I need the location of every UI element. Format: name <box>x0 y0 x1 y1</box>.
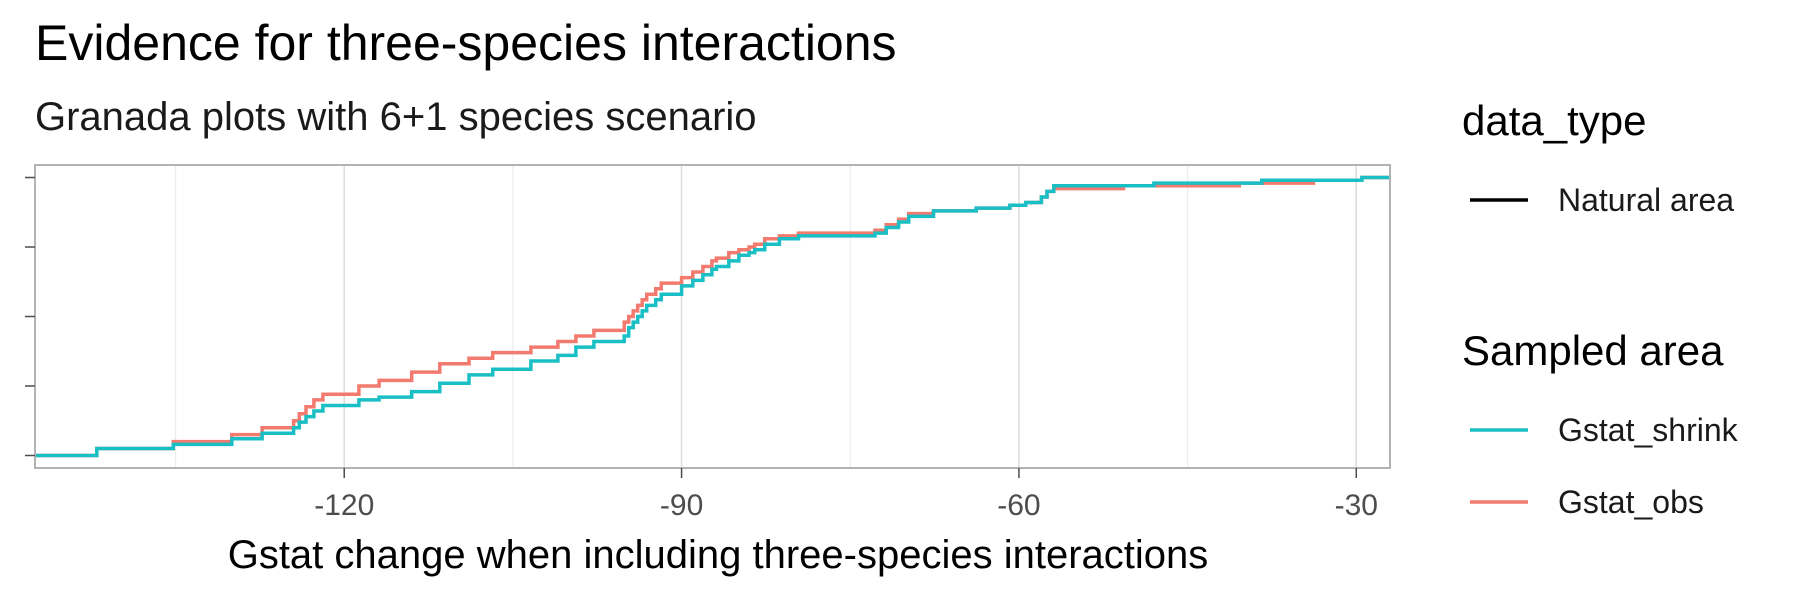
plot-background <box>35 165 1390 468</box>
x-tick-label: -30 <box>1335 489 1378 522</box>
x-tick-label: -120 <box>314 489 374 522</box>
y-axis-ticks <box>25 176 35 457</box>
legend-title: Sampled area <box>1462 327 1724 374</box>
series-line-gstat-shrink <box>35 175 1390 458</box>
legend-title: data_type <box>1462 97 1647 144</box>
plot-panel <box>34 164 1391 469</box>
x-axis-title: Gstat change when including three-specie… <box>228 533 1209 577</box>
legend-label-gstat-obs: Gstat_obs <box>1558 484 1704 520</box>
chart-title: Evidence for three-species interactions <box>35 15 897 71</box>
x-tick-label: -60 <box>997 489 1040 522</box>
legend: data_type Natural area Sampled area Gstat_s… <box>1462 97 1739 520</box>
minor-gridlines <box>174 165 1189 468</box>
legend-label-natural-area: Natural area <box>1558 182 1734 218</box>
series-layer <box>35 175 1390 458</box>
x-axis-ticks <box>343 468 1358 478</box>
legend-label-gstat-shrink: Gstat_shrink <box>1558 412 1739 448</box>
x-axis-tick-labels: -120 -90 -60 -30 <box>314 489 1378 522</box>
x-tick-label: -90 <box>660 489 703 522</box>
major-gridlines <box>343 165 1358 468</box>
chart-subtitle: Granada plots with 6+1 species scenario <box>35 95 757 139</box>
